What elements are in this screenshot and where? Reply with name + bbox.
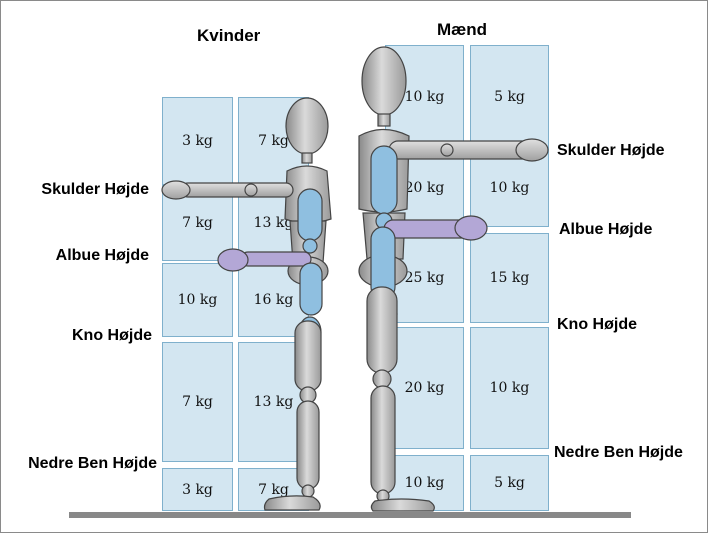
women-elbow-height-label: Albue Højde <box>55 247 149 264</box>
women-cell-knuckle-leg-left: 7 kg <box>162 342 233 462</box>
women-cell-shoulder-above-left: 3 kg <box>162 97 233 185</box>
women-header: Kvinder <box>197 26 261 45</box>
men-cell-knuckle-leg-left: 20 kg <box>385 327 464 449</box>
men-cell-shoulder-elbow-right: 10 kg <box>470 149 549 227</box>
men-cell-below-leg-right: 5 kg <box>470 455 549 511</box>
women-cell-elbow-knuckle-left: 10 kg <box>162 263 233 337</box>
women-shoulder-height-label: Skulder Højde <box>41 181 149 198</box>
men-cell-shoulder-above-right: 5 kg <box>470 45 549 149</box>
woman-mannequin <box>161 97 332 511</box>
men-cell-knuckle-leg-right: 10 kg <box>470 327 549 449</box>
men-header: Mænd <box>437 20 488 39</box>
women-cell-below-leg-left: 3 kg <box>162 468 233 511</box>
women-knuckle-height-label: Kno Højde <box>72 327 152 344</box>
man-mannequin <box>358 46 549 512</box>
women-lower-leg-height-label: Nedre Ben Højde <box>28 455 157 472</box>
floor-line <box>69 512 631 518</box>
men-knuckle-height-label: Kno Højde <box>557 316 637 333</box>
men-shoulder-height-label: Skulder Højde <box>557 142 665 159</box>
men-lower-leg-height-label: Nedre Ben Højde <box>554 444 683 461</box>
men-cell-elbow-knuckle-right: 15 kg <box>470 233 549 323</box>
men-elbow-height-label: Albue Højde <box>559 221 653 238</box>
